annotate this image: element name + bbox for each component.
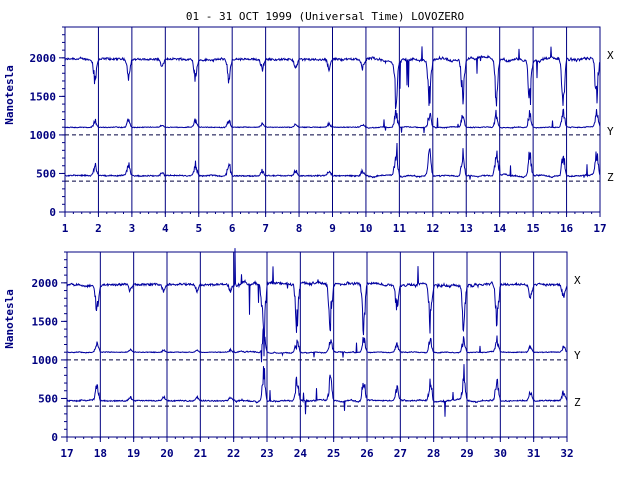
y-tick-label: 1500 — [30, 90, 57, 103]
x-tick-label: 13 — [460, 222, 473, 235]
x-tick-label: 20 — [160, 447, 173, 460]
series-trace-y — [66, 327, 568, 363]
y-tick-label: 1000 — [30, 129, 57, 142]
panel-bottom: Nanotesla X Y Z 17 18 19 20 21 22 23 24 25 26 27 28… — [3, 248, 581, 460]
x-tick-label: 31 — [527, 447, 541, 460]
y-tick-label: 1000 — [32, 354, 59, 367]
x-tick-label: 9 — [329, 222, 336, 235]
x-tick-label: 26 — [360, 447, 374, 460]
x-tick-label: 14 — [493, 222, 507, 235]
y-axis-label: Nanotesla — [3, 65, 16, 125]
y-axis-label: Nanotesla — [3, 289, 16, 349]
y-tick-label: 0 — [51, 431, 58, 444]
x-tick-label: 30 — [494, 447, 507, 460]
series-label-x: X — [574, 274, 581, 287]
series-trace-x — [64, 46, 601, 109]
x-tick-label: 24 — [294, 447, 308, 460]
x-tick-label: 16 — [560, 222, 574, 235]
y-tick-label: 2000 — [32, 277, 59, 290]
x-tick-label: 28 — [427, 447, 440, 460]
x-tick-label: 2 — [95, 222, 102, 235]
x-tick-label: 17 — [593, 222, 606, 235]
series-label-y: Y — [574, 349, 581, 362]
chart-title: 01 - 31 OCT 1999 (Universal Time) LOVOZE… — [186, 10, 464, 23]
x-tick-label: 4 — [162, 222, 169, 235]
y-tick-label: 0 — [49, 206, 56, 219]
x-tick-label: 7 — [262, 222, 269, 235]
x-tick-label: 6 — [229, 222, 236, 235]
y-tick-label: 1500 — [32, 315, 59, 328]
x-tick-label: 25 — [327, 447, 340, 460]
x-tick-label: 32 — [560, 447, 573, 460]
series-trace-z — [66, 364, 568, 417]
x-tick-label: 29 — [460, 447, 473, 460]
series-label-z: Z — [574, 396, 581, 409]
x-tick-label: 3 — [129, 222, 136, 235]
series-label-z: Z — [607, 171, 614, 184]
series-trace-x — [66, 248, 568, 357]
x-tick-label: 8 — [296, 222, 303, 235]
x-tick-label: 11 — [393, 222, 407, 235]
series-label-x: X — [607, 49, 614, 62]
x-tick-label: 21 — [194, 447, 208, 460]
x-tick-label: 19 — [127, 447, 140, 460]
x-tick-label: 10 — [359, 222, 372, 235]
panel-top: Nanotesla X Y Z 1 2 3 4 5 6 7 8 9 10 11 12 13 14 15 16 1… — [3, 26, 614, 235]
y-tick-label: 2000 — [30, 52, 57, 65]
x-tick-label: 17 — [60, 447, 73, 460]
plot-frame — [66, 251, 568, 438]
series-label-y: Y — [607, 125, 614, 138]
x-tick-label: 12 — [426, 222, 439, 235]
x-tick-label: 5 — [195, 222, 202, 235]
y-tick-label: 500 — [38, 392, 58, 405]
x-tick-label: 23 — [260, 447, 273, 460]
series-trace-y — [64, 108, 601, 134]
y-tick-label: 500 — [36, 167, 56, 180]
x-tick-label: 15 — [527, 222, 540, 235]
x-tick-label: 27 — [394, 447, 407, 460]
series-trace-z — [64, 142, 601, 180]
x-tick-label: 1 — [62, 222, 69, 235]
x-tick-label: 22 — [227, 447, 240, 460]
x-tick-label: 18 — [94, 447, 107, 460]
